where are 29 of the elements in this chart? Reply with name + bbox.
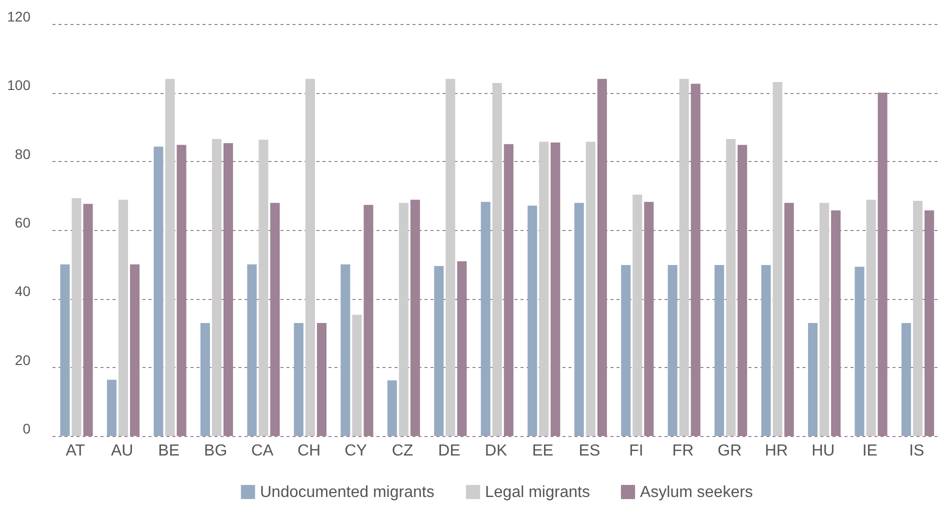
x-tick-label: CY — [344, 442, 368, 460]
x-tick-label: HR — [764, 442, 788, 460]
y-tick-label: 100 — [7, 77, 31, 94]
x-tick-label: EE — [532, 442, 554, 460]
x-tick-label: DE — [438, 442, 460, 460]
x-tick-label: GR — [718, 442, 742, 460]
y-tick-label: 0 — [22, 420, 31, 436]
x-tick-label: DK — [484, 442, 508, 460]
x-tick-label: FI — [629, 442, 644, 460]
x-tick-label: CH — [298, 442, 321, 460]
x-tick-label: FR — [672, 442, 694, 460]
y-tick-label: 120 — [7, 8, 31, 24]
x-tick-label: AT — [66, 442, 86, 460]
x-tick-label: BG — [204, 442, 228, 460]
x-tick-label: IS — [909, 442, 924, 460]
x-tick-label: CA — [251, 442, 274, 460]
y-tick-label: 40 — [14, 283, 31, 300]
x-tick-label: CZ — [392, 442, 414, 460]
x-tick-label: HU — [812, 442, 835, 460]
legend-label: Undocumented migrants — [260, 484, 434, 501]
y-tick-label: 20 — [14, 352, 31, 368]
x-tick-label: BE — [158, 442, 180, 460]
y-tick-label: 80 — [14, 146, 31, 162]
x-tick-label: AU — [110, 442, 134, 460]
legend-label: Legal migrants — [485, 484, 590, 501]
legend-label: Asylum seekers — [640, 484, 753, 501]
x-tick-label: ES — [578, 442, 600, 460]
x-tick-label: IE — [862, 442, 878, 460]
y-tick-label: 60 — [14, 214, 31, 230]
